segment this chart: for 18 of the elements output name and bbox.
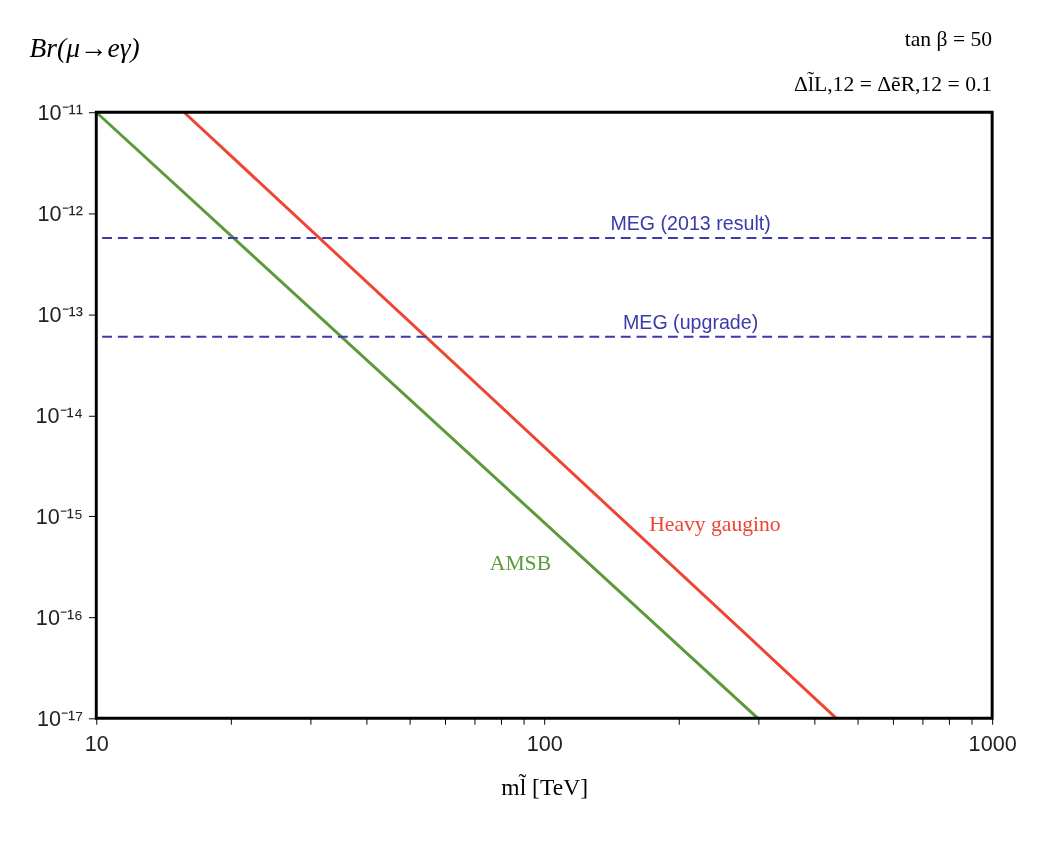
y-tick-label: 10⁻¹⁴ [35, 402, 84, 428]
text: Δl̃L,12 = ΔẽR,12 = 0.1 [794, 70, 993, 96]
y-tick-label: 10⁻¹⁶ [35, 604, 84, 630]
x-tick-label: 1000 [968, 731, 1017, 757]
x-axis-title: ml̃ [TeV] [501, 772, 589, 801]
series-label: AMSB [489, 551, 552, 576]
y-tick-label: 10⁻¹² [37, 200, 84, 226]
ref-line-label: MEG (2013 result) [610, 212, 771, 235]
y-tick-label: 10⁻¹³ [37, 301, 84, 327]
y-axis-title: Br(μ→eγ) [29, 32, 140, 64]
text: tan β = 50 [904, 27, 993, 52]
ref-line-label: MEG (upgrade) [622, 310, 759, 333]
y-tick-label: 10⁻¹⁷ [36, 705, 84, 731]
series-label: Heavy gaugino [649, 512, 781, 537]
x-tick-label: 10 [84, 731, 109, 757]
y-tick-label: 10⁻¹¹ [37, 99, 84, 125]
x-tick-label: 100 [526, 731, 563, 757]
y-tick-label: 10⁻¹⁵ [35, 503, 84, 529]
